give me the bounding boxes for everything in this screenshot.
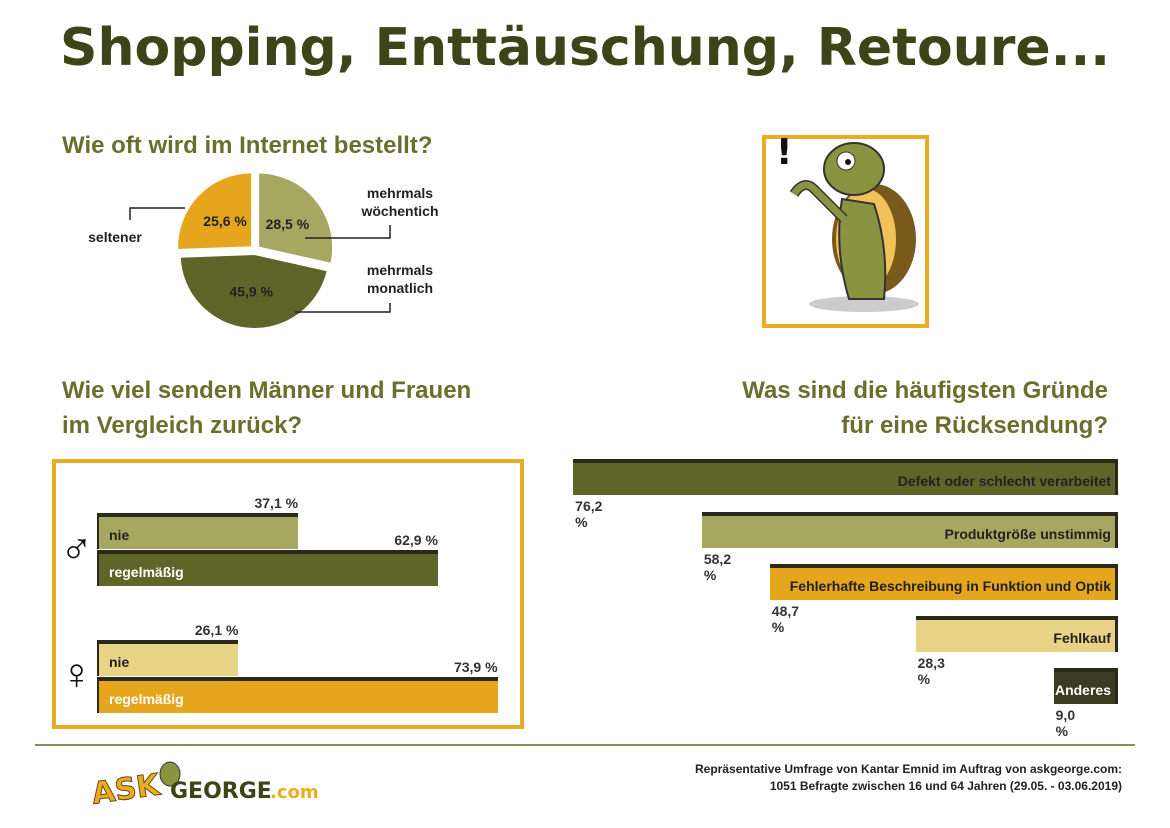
footer-divider	[35, 744, 1135, 746]
pie-leader-line	[305, 225, 391, 239]
gender-bar-label: nie	[109, 527, 130, 543]
reason-bar: Anderes	[1053, 668, 1118, 704]
pie-category-label: mehrmals	[367, 262, 433, 278]
turtle-mascot-illustration: !	[776, 132, 919, 312]
pie-value-label: 25,6 %	[203, 213, 247, 229]
gender-bar: nie	[97, 640, 239, 676]
pie-value-label: 28,5 %	[266, 216, 310, 232]
pie-slice	[176, 171, 254, 252]
gender-title-line2: im Vergleich zurück?	[62, 412, 303, 439]
pie-category-label: wöchentich	[360, 203, 438, 219]
footer-line-1: Repräsentative Umfrage von Kantar Emnid …	[695, 762, 1122, 776]
reason-bar-label: Fehlkauf	[1053, 630, 1111, 646]
reason-bar-label: Produktgröße unstimmig	[944, 526, 1111, 542]
pie-slice	[257, 171, 335, 266]
svg-text:ASK: ASK	[90, 767, 164, 811]
askgeorge-logo[interactable]: ASK GEORGE .com	[89, 752, 330, 812]
pie-leader-line	[295, 303, 391, 313]
gender-chart-title: Wie viel senden Männer und Frauen im Ver…	[62, 373, 471, 443]
male-symbol-icon: ♂	[60, 523, 93, 572]
svg-text:!: !	[776, 132, 792, 173]
gender-title-line1: Wie viel senden Männer und Frauen	[62, 377, 472, 404]
pie-category-label: monatlich	[367, 280, 433, 296]
pie-slice	[178, 252, 330, 330]
pie-chart-title: Wie oft wird im Internet bestellt?	[62, 132, 433, 159]
gender-bar-value: 26,1 %	[194, 622, 239, 638]
reasons-title-line1: Was sind die häufigsten Gründe	[742, 377, 1108, 404]
gender-bar-label: regelmäßig	[109, 691, 184, 707]
pie-category-label: mehrmals	[367, 185, 433, 201]
reason-bar-label: Defekt oder schlecht verarbeitet	[897, 473, 1111, 489]
gender-bar-value: 62,9 %	[394, 532, 438, 548]
gender-bar-label: nie	[109, 654, 130, 670]
reason-bar: Defekt oder schlecht verarbeitet	[573, 459, 1118, 495]
reason-bar-value: 9,0 %	[1055, 707, 1076, 739]
gender-chart-frame	[52, 459, 524, 729]
turtle-mascot-frame: !	[762, 132, 929, 328]
survey-source-note: Repräsentative Umfrage von Kantar Emnid …	[695, 761, 1122, 795]
reasons-chart-title: Was sind die häufigsten Gründe für eine …	[742, 373, 1108, 443]
reasons-title-line2: für eine Rücksendung?	[841, 412, 1108, 439]
footer-line-2: 1051 Befragte zwischen 16 und 64 Jahren …	[769, 779, 1122, 793]
page-title: Shopping, Enttäuschung, Retoure...	[60, 18, 1110, 78]
reason-bar-label: Fehlerhafte Beschreibung in Funktion und…	[789, 578, 1111, 594]
gender-bar: regelmäßig	[97, 677, 498, 713]
reason-bar-value: 76,2 %	[575, 498, 603, 530]
female-symbol-icon: ♀	[60, 650, 93, 699]
reason-bar-value: 28,3 %	[917, 655, 945, 687]
svg-text:GEORGE: GEORGE	[170, 779, 272, 804]
gender-bar: regelmäßig	[97, 550, 438, 586]
reason-bar-value: 48,7 %	[771, 603, 800, 635]
gender-bar: nie	[97, 513, 299, 549]
pie-chart: 28,5 % mehrmals wöchentich 45,9 % mehrmals mo…	[88, 171, 439, 330]
reason-bar: Fehlkauf	[915, 616, 1118, 652]
pie-value-label: 45,9 %	[229, 283, 273, 299]
gender-bar-label: regelmäßig	[109, 564, 184, 580]
pie-leader-line	[129, 207, 185, 220]
gender-bar-value: 37,1 %	[254, 495, 299, 511]
svg-text:.com: .com	[270, 782, 319, 803]
reason-bar: Fehlerhafte Beschreibung in Funktion und…	[769, 564, 1118, 600]
gender-bar-value: 73,9 %	[453, 659, 498, 675]
reason-bar-value: 58,2 %	[703, 551, 732, 583]
reason-bar: Produktgröße unstimmig	[701, 512, 1118, 548]
pie-category-label: seltener	[88, 229, 142, 245]
reason-bar-label: Anderes	[1054, 682, 1111, 698]
